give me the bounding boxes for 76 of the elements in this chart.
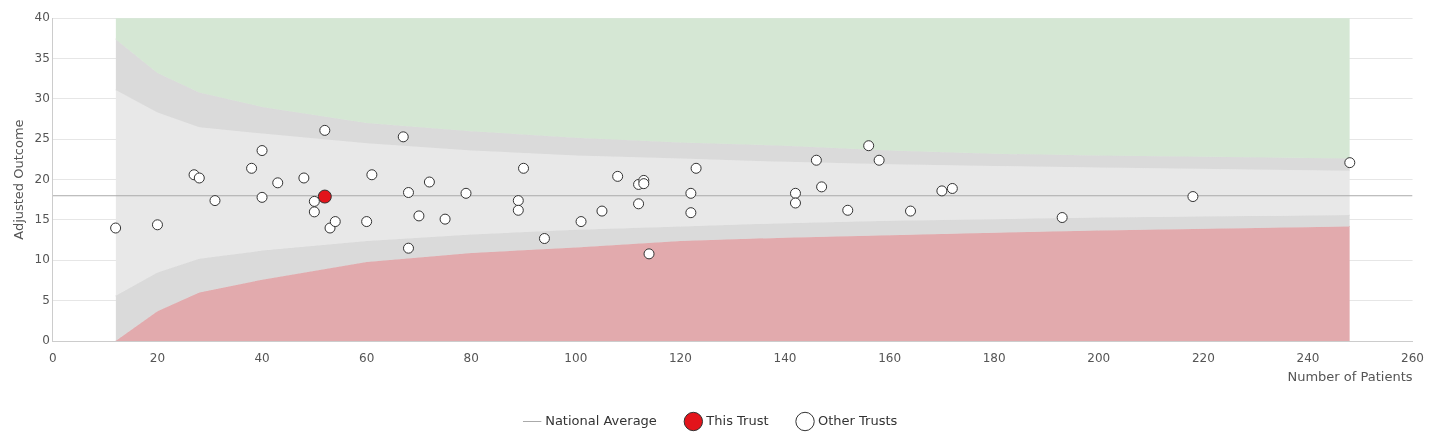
legend-label: This Trust xyxy=(705,412,769,428)
point xyxy=(518,162,530,174)
point xyxy=(423,176,435,188)
point xyxy=(1344,157,1356,169)
point xyxy=(633,198,645,210)
x-tick-label: 100 xyxy=(564,351,588,366)
point xyxy=(789,197,801,209)
point xyxy=(685,187,697,199)
point xyxy=(512,195,524,207)
y-tick-label: 0 xyxy=(42,333,50,348)
x-tick-label: 260 xyxy=(1401,351,1424,366)
point xyxy=(460,187,472,199)
point xyxy=(936,185,948,197)
point xyxy=(272,177,284,189)
y-tick-label: 40 xyxy=(34,10,50,25)
x-tick-label: 40 xyxy=(254,351,270,366)
point xyxy=(816,181,828,193)
point xyxy=(538,233,550,245)
x-tick-label: 240 xyxy=(1296,351,1320,366)
y-tick-label: 35 xyxy=(34,50,50,65)
point xyxy=(1187,191,1199,203)
point xyxy=(361,216,373,228)
point xyxy=(1056,212,1068,224)
point xyxy=(413,210,425,222)
point xyxy=(402,187,414,199)
x-tick-label: 220 xyxy=(1191,351,1215,366)
x-tick-label: 140 xyxy=(773,351,797,366)
point xyxy=(863,140,875,152)
point xyxy=(690,162,702,174)
y-tick-label: 15 xyxy=(34,212,50,227)
point xyxy=(308,195,320,207)
point xyxy=(810,154,822,166)
y-tick-label: 10 xyxy=(34,252,50,267)
x-axis-title: Number of Patients xyxy=(1287,368,1413,384)
point xyxy=(789,187,801,199)
point xyxy=(329,216,341,228)
point xyxy=(298,172,310,184)
point xyxy=(643,248,655,260)
y-tick-label: 20 xyxy=(34,171,50,186)
y-axis-title: Adjusted Outcome xyxy=(11,119,27,240)
point xyxy=(319,124,331,136)
point xyxy=(397,131,409,143)
point xyxy=(575,216,587,228)
point xyxy=(946,182,958,194)
x-tick-label: 60 xyxy=(359,351,375,366)
x-tick-label: 200 xyxy=(1087,351,1111,366)
point xyxy=(612,170,624,182)
point xyxy=(685,207,697,219)
point xyxy=(193,172,205,184)
point xyxy=(209,195,221,207)
point xyxy=(317,189,332,204)
legend-label: Other Trusts xyxy=(818,412,898,428)
legend-label: National Average xyxy=(545,412,657,428)
point xyxy=(256,145,268,157)
x-tick-label: 120 xyxy=(668,351,692,366)
y-tick-label: 25 xyxy=(34,131,50,146)
point xyxy=(366,169,378,181)
point xyxy=(905,205,917,217)
point xyxy=(596,205,608,217)
x-tick-label: 20 xyxy=(149,351,166,366)
point xyxy=(873,154,885,166)
y-tick-label: 5 xyxy=(42,292,50,307)
point xyxy=(246,162,258,174)
point xyxy=(256,191,268,203)
point xyxy=(308,206,320,218)
x-tick-label: 180 xyxy=(982,351,1006,366)
point xyxy=(439,213,451,225)
point xyxy=(110,222,122,234)
y-tick-label: 30 xyxy=(34,91,50,106)
point xyxy=(638,178,650,190)
x-tick-label: 160 xyxy=(878,351,902,366)
point xyxy=(402,242,414,254)
point xyxy=(151,219,163,231)
point xyxy=(842,204,854,216)
point xyxy=(512,204,524,216)
x-tick-label: 80 xyxy=(463,351,479,366)
